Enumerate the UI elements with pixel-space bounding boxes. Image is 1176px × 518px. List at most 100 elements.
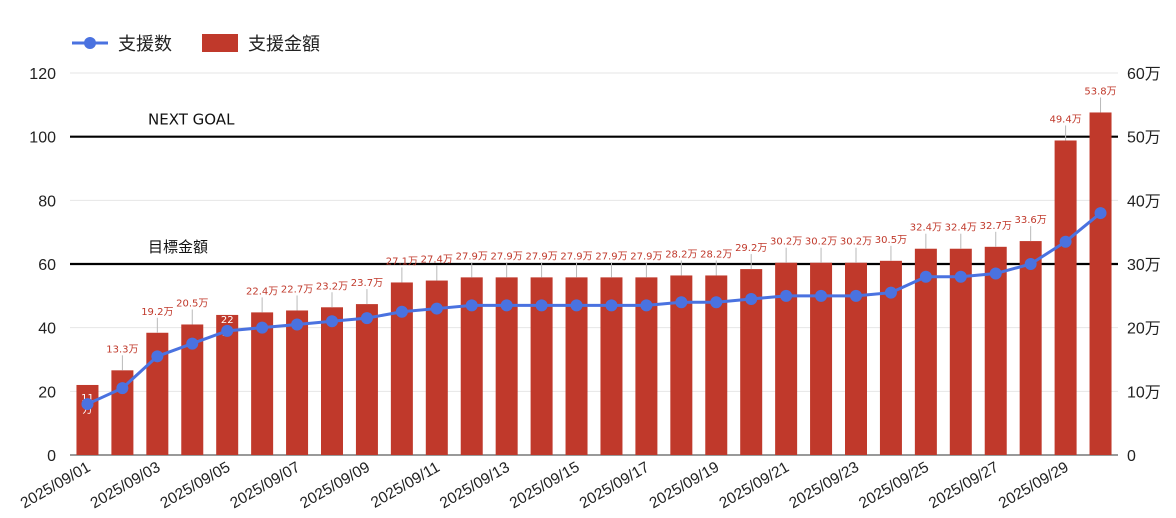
line-point[interactable]: [291, 318, 304, 331]
bar[interactable]: [949, 248, 972, 455]
legend-label-count: 支援数: [118, 34, 172, 55]
line-point[interactable]: [1059, 235, 1072, 248]
line-point[interactable]: [815, 289, 828, 302]
bar[interactable]: [495, 277, 518, 455]
line-point[interactable]: [919, 270, 932, 283]
y-right-tick-label: 30万: [1127, 257, 1161, 274]
bar-data-label: 27.9万: [595, 251, 627, 262]
line-point[interactable]: [256, 321, 269, 334]
bar-data-label: 32.4万: [945, 223, 977, 234]
bar[interactable]: [251, 312, 274, 455]
legend-item-count[interactable]: 支援数: [70, 30, 172, 56]
bar[interactable]: [845, 262, 867, 455]
bar-data-label: 27.9万: [560, 251, 592, 262]
x-tick-label: 2025/09/07: [227, 459, 303, 513]
line-point[interactable]: [710, 296, 723, 309]
bar[interactable]: [460, 277, 483, 455]
bar[interactable]: [216, 314, 239, 455]
line-point[interactable]: [186, 337, 199, 350]
bar-data-label: 20.5万: [176, 298, 208, 309]
bar[interactable]: [600, 277, 623, 455]
bar[interactable]: [705, 275, 728, 455]
line-point[interactable]: [675, 296, 688, 309]
y-left-tick-label: 120: [29, 66, 56, 83]
bar[interactable]: [635, 277, 658, 455]
bar[interactable]: [1054, 140, 1077, 455]
bar-data-label: 27.9万: [491, 251, 523, 262]
bar-data-label: 27.9万: [456, 251, 488, 262]
line-point[interactable]: [326, 315, 338, 328]
reference-line-label: 目標金額: [148, 238, 208, 256]
line-point[interactable]: [605, 299, 618, 312]
bar-data-label: 23.7万: [351, 278, 383, 289]
line-point[interactable]: [465, 299, 478, 312]
x-tick-label: 2025/09/21: [716, 459, 792, 513]
x-tick-label: 2025/09/13: [437, 459, 513, 513]
bar-data-label: 19.2万: [141, 307, 173, 318]
bar[interactable]: [355, 304, 378, 455]
line-point[interactable]: [535, 299, 548, 312]
line-point[interactable]: [151, 350, 164, 363]
line-point[interactable]: [745, 293, 758, 306]
bar-data-label: 53.8万: [1084, 86, 1116, 97]
x-tick-label: 2025/09/19: [647, 459, 723, 513]
y-left-tick-label: 20: [38, 384, 56, 401]
bar-data-label: 22.7万: [281, 284, 313, 295]
x-tick-label: 2025/09/05: [158, 459, 234, 513]
bar-data-label: 32.4万: [910, 223, 942, 234]
reference-line-label: NEXT GOAL: [148, 111, 235, 129]
line-point[interactable]: [395, 305, 408, 318]
bar[interactable]: [425, 280, 448, 455]
y-right-tick-label: 60万: [1127, 66, 1161, 83]
line-point[interactable]: [989, 267, 1002, 280]
x-tick-label: 2025/09/27: [926, 459, 1002, 513]
bar[interactable]: [775, 262, 798, 455]
y-left-tick-label: 80: [38, 193, 56, 210]
x-tick-label: 2025/09/15: [507, 459, 583, 513]
bar-data-label: 30.5万: [875, 235, 907, 246]
bar-data-label: 22.4万: [246, 286, 278, 297]
bar[interactable]: [879, 260, 902, 455]
bar[interactable]: [670, 275, 693, 455]
line-point[interactable]: [500, 299, 513, 312]
legend-line-marker: [72, 37, 108, 49]
bar-data-label: 30.2万: [840, 237, 872, 248]
bar-data-label: 13.3万: [106, 344, 138, 355]
line-point[interactable]: [221, 324, 234, 337]
y-right-tick-label: 50万: [1127, 130, 1161, 147]
bar-data-label: 27.9万: [525, 251, 557, 262]
line-point[interactable]: [780, 289, 793, 302]
line-point[interactable]: [570, 299, 583, 312]
line-point[interactable]: [640, 299, 653, 312]
bar[interactable]: [740, 269, 763, 455]
bar[interactable]: [181, 324, 204, 455]
bar-data-label: 27.1万: [386, 256, 418, 267]
line-point[interactable]: [116, 382, 129, 395]
bar[interactable]: [1089, 112, 1112, 456]
bar[interactable]: [914, 248, 937, 455]
line-point[interactable]: [1094, 207, 1107, 220]
line-point[interactable]: [850, 289, 862, 302]
x-tick-label: 2025/09/17: [577, 459, 653, 513]
bar[interactable]: [390, 282, 413, 455]
bar[interactable]: [530, 277, 553, 455]
line-point[interactable]: [1024, 258, 1037, 270]
line-point[interactable]: [360, 312, 373, 325]
line-point[interactable]: [81, 398, 94, 411]
bar-data-label: 万: [82, 405, 92, 416]
bar-data-label: 22: [221, 315, 234, 326]
chart-legend: 支援数 支援金額: [70, 30, 348, 56]
bar[interactable]: [565, 277, 588, 455]
line-point[interactable]: [954, 270, 967, 283]
x-tick-label: 2025/09/11: [368, 459, 443, 512]
bar[interactable]: [286, 310, 309, 455]
bar[interactable]: [984, 246, 1007, 455]
line-point[interactable]: [884, 286, 897, 299]
line-point[interactable]: [430, 302, 443, 315]
bar[interactable]: [810, 262, 833, 455]
x-tick-label: 2025/09/23: [786, 459, 862, 513]
bar[interactable]: [1019, 241, 1042, 455]
bar[interactable]: [321, 307, 343, 455]
legend-item-amount[interactable]: 支援金額: [200, 30, 320, 56]
